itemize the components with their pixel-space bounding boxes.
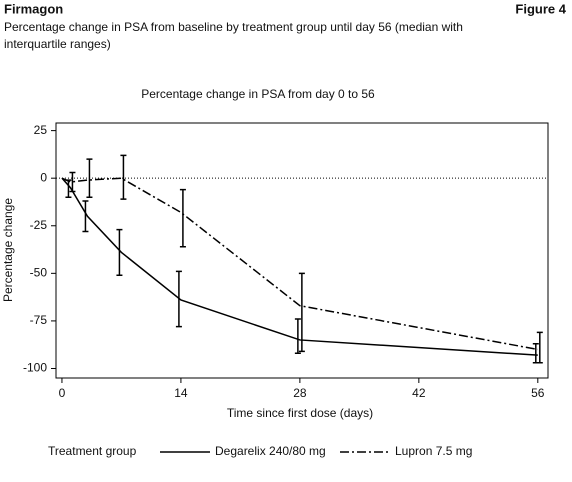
legend-label: Lupron 7.5 mg [395,444,472,458]
error-bar [116,228,123,276]
error-bar [298,272,305,353]
y-tick-label: -100 [23,361,47,375]
error-bar [120,154,127,200]
error-bar [86,158,93,198]
y-tick-label: -25 [30,218,48,232]
subtitle: Percentage change in PSA from baseline b… [4,20,463,34]
error-bar [532,342,539,364]
legend-title: Treatment group [48,444,137,458]
header-title: Firmagon [4,1,63,16]
y-tick-label: 0 [40,170,47,184]
x-tick-label: 0 [59,386,66,400]
y-axis-label: Percentage change [1,198,15,302]
error-bar [175,270,182,328]
x-tick-label: 42 [412,386,426,400]
x-tick-label: 14 [174,386,188,400]
plot-frame [55,122,549,379]
error-bar [536,331,543,364]
subtitle: interquartile ranges) [4,37,111,51]
chart-title: Percentage change in PSA from day 0 to 5… [141,87,375,101]
error-bar [294,318,301,355]
x-axis-label: Time since first dose (days) [227,406,373,420]
y-tick-label: -50 [30,266,48,280]
x-tick-label: 28 [293,386,307,400]
y-tick-label: 25 [34,123,48,137]
error-bar [69,171,76,193]
error-bar [82,200,89,233]
series-line [61,177,538,351]
figure-label: Figure 4 [515,1,566,16]
legend-label: Degarelix 240/80 mg [215,444,326,458]
error-bar [179,188,186,248]
y-tick-label: -75 [30,313,48,327]
x-tick-label: 56 [531,386,545,400]
series-line [61,177,538,356]
